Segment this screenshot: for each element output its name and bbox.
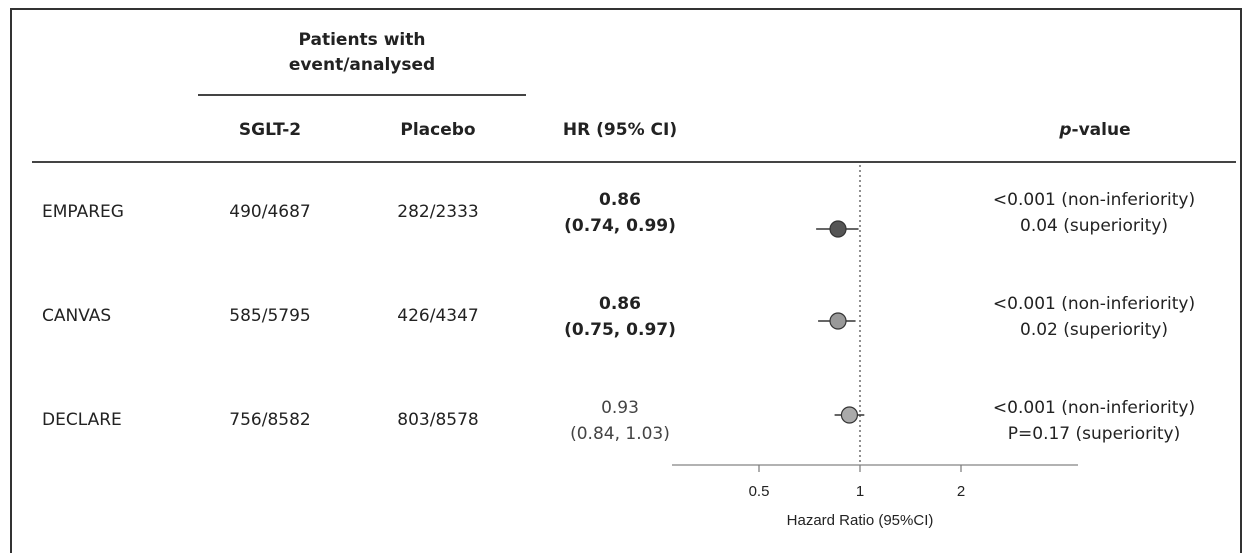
point-estimate (829, 220, 847, 238)
hr-value: 0.86 (599, 294, 641, 314)
col-header-pvalue: p-value (1059, 120, 1130, 140)
hr-value: 0.93 (601, 398, 639, 418)
col-header-hr: HR (95% CI) (562, 120, 678, 140)
hr-ci: (0.75, 0.97) (564, 320, 676, 340)
hr-value: 0.86 (599, 190, 641, 210)
col-header-placebo: Placebo (400, 120, 476, 140)
p-superiority: 0.04 (superiority) (1020, 216, 1168, 236)
x-tick-label: 1 (856, 483, 864, 500)
point-estimate (829, 312, 847, 330)
x-tick-label: 0.5 (749, 483, 770, 500)
header-rule (32, 161, 1236, 163)
trial-name: DECLARE (42, 410, 122, 430)
group-header-line2: event/analysed (288, 55, 436, 75)
p-noninferiority: <0.001 (non-inferiority) (992, 398, 1196, 418)
placebo-count: 803/8578 (397, 410, 479, 430)
p-superiority: P=0.17 (superiority) (1007, 424, 1181, 444)
sglt2-count: 490/4687 (229, 202, 311, 222)
p-noninferiority: <0.001 (non-inferiority) (992, 190, 1196, 210)
hr-ci: (0.84, 1.03) (570, 424, 670, 444)
placebo-count: 282/2333 (397, 202, 479, 222)
x-axis-label: Hazard Ratio (95%CI) (786, 512, 934, 529)
trial-name: EMPAREG (42, 202, 124, 222)
p-noninferiority: <0.001 (non-inferiority) (992, 294, 1196, 314)
p-superiority: 0.02 (superiority) (1020, 320, 1168, 340)
point-estimate (840, 406, 859, 424)
col-header-sglt2: SGLT-2 (238, 120, 302, 140)
pvalue-suffix: -value (1071, 120, 1131, 140)
sglt2-count: 756/8582 (229, 410, 311, 430)
table-frame (10, 8, 1242, 553)
trial-name: CANVAS (42, 306, 112, 326)
placebo-count: 426/4347 (397, 306, 479, 326)
sglt2-count: 585/5795 (229, 306, 311, 326)
x-tick-label: 2 (957, 483, 965, 500)
group-header-line1: Patients with (298, 30, 426, 50)
hr-ci: (0.74, 0.99) (564, 216, 676, 236)
pvalue-italic-p: p (1059, 120, 1072, 140)
group-header-rule (198, 94, 526, 96)
